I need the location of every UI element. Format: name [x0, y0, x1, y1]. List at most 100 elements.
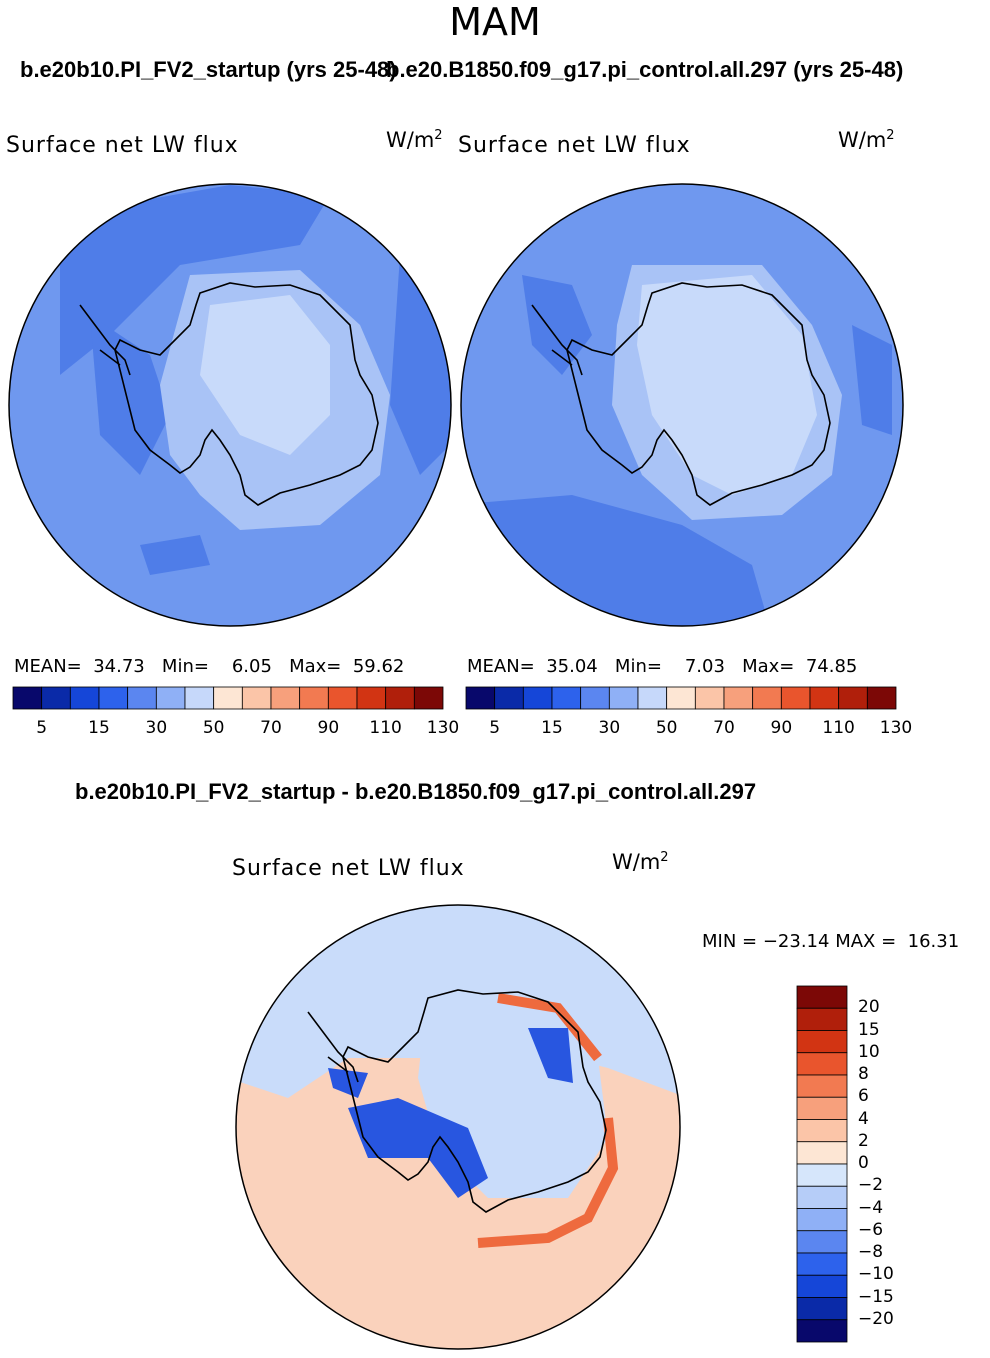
colorbar-tick-label: 50: [202, 718, 225, 738]
map-panel-diff: [235, 904, 681, 1350]
colorbar-swatch: [270, 686, 301, 710]
map-peninsula: [307, 1011, 359, 1083]
colorbar-tick-label: 10: [858, 1041, 880, 1062]
colorbar-swatch: [465, 686, 496, 710]
map-coastline: [566, 282, 831, 506]
colorbar-panel-2-ticks: 5 15 30 50 70 90 110 130: [465, 718, 912, 740]
colorbar-tick-label: −6: [858, 1219, 884, 1240]
colorbar-tick-label: −20: [858, 1308, 894, 1329]
diff-title: b.e20b10.PI_FV2_startup - b.e20.B1850.f0…: [75, 779, 757, 804]
panel-2-variable-label: Surface net LW flux: [458, 133, 691, 158]
colorbar-swatch: [299, 686, 329, 710]
colorbar-swatch: [127, 686, 157, 710]
colorbar-swatch: [780, 686, 811, 710]
colorbar-swatch: [385, 686, 415, 710]
panel-1-variable-label: Surface net LW flux: [6, 133, 239, 158]
map-pale-region: [200, 295, 330, 455]
colorbar-tick-label: 30: [598, 718, 621, 738]
colorbar-swatch: [327, 686, 358, 710]
colorbar-tick-label: 90: [770, 718, 793, 738]
colorbar-swatch: [796, 1252, 848, 1276]
colorbar-swatch: [866, 686, 897, 710]
map-panel-2: [460, 183, 904, 627]
colorbar-swatch: [796, 1319, 848, 1343]
colorbar-swatch: [213, 686, 243, 710]
colorbar-swatch: [98, 686, 129, 710]
colorbar-swatch: [580, 686, 610, 710]
map-coastline: [342, 989, 607, 1213]
colorbar-tick-label: 4: [858, 1108, 869, 1129]
colorbar-swatch: [796, 1185, 848, 1209]
colorbar-tick-label: −10: [858, 1264, 894, 1285]
colorbar-tick-label: 30: [145, 718, 168, 738]
colorbar-swatch: [723, 686, 754, 710]
map-pale-region: [637, 275, 817, 495]
colorbar-tick-label: 110: [822, 718, 855, 738]
colorbar-swatch: [796, 1208, 848, 1232]
colorbar-tick-label: −2: [858, 1175, 884, 1196]
colorbar-tick-label: 50: [655, 718, 678, 738]
colorbar-panel-1: [12, 686, 444, 710]
colorbar-tick-label: 90: [317, 718, 340, 738]
colorbar-swatch: [41, 686, 71, 710]
colorbar-swatch: [809, 686, 840, 710]
colorbar-swatch: [752, 686, 782, 710]
colorbar-swatch: [356, 686, 387, 710]
colorbar-tick-label: 15: [88, 718, 110, 738]
panel-1-stats: MEAN= 34.73 Min= 6.05 Max= 59.62: [14, 656, 405, 677]
colorbar-swatch: [796, 1007, 848, 1031]
colorbar-tick-label: 110: [369, 718, 402, 738]
colorbar-swatch: [241, 686, 272, 710]
colorbar-tick-label: −8: [858, 1242, 884, 1262]
season-title: MAM: [449, 0, 541, 44]
colorbar-tick-label: 0: [858, 1153, 869, 1173]
panel-1-case-title: b.e20b10.PI_FV2_startup (yrs 25-48): [20, 57, 397, 82]
colorbar-swatch: [413, 686, 444, 710]
colorbar-swatch: [551, 686, 582, 710]
colorbar-swatch: [796, 1030, 848, 1054]
colorbar-panel-2: [465, 686, 897, 710]
map-dark-ocean-region: [852, 325, 892, 435]
colorbar-tick-label: 8: [858, 1064, 869, 1084]
colorbar-diff: [796, 985, 848, 1343]
diff-minmax: MIN = −23.14 MAX = 16.31: [702, 931, 960, 952]
map-coastline: [114, 282, 379, 506]
colorbar-swatch: [666, 686, 696, 710]
map-dark-ocean-region: [140, 535, 210, 575]
colorbar-swatch: [69, 686, 100, 710]
colorbar-tick-label: 5: [489, 718, 501, 738]
colorbar-swatch: [796, 1163, 848, 1187]
colorbar-tick-label: −15: [858, 1286, 894, 1307]
colorbar-swatch: [796, 1096, 848, 1120]
colorbar-panel-1-ticks: 5 15 30 50 70 90 110 130: [12, 718, 459, 740]
colorbar-swatch: [694, 686, 725, 710]
map-warm-band: [477, 993, 619, 1248]
colorbar-tick-label: 130: [426, 718, 460, 738]
colorbar-swatch: [796, 1274, 848, 1298]
colorbar-tick-label: 5: [36, 718, 48, 738]
map-dark-ocean-region: [60, 185, 330, 375]
colorbar-tick-label: 70: [260, 718, 282, 738]
colorbar-tick-label: 20: [858, 997, 880, 1018]
colorbar-tick-label: 15: [858, 1019, 880, 1040]
colorbar-swatch: [796, 1297, 848, 1321]
colorbar-tick-label: 130: [879, 718, 913, 738]
panel-1-units-label: W/m2: [386, 128, 443, 152]
map-blue-region: [528, 1028, 573, 1083]
colorbar-swatch: [608, 686, 639, 710]
colorbar-swatch: [796, 1074, 848, 1098]
colorbar-tick-label: −4: [858, 1197, 884, 1218]
map-panel-1: [8, 183, 452, 627]
panel-2-units-label: W/m2: [838, 128, 895, 152]
colorbar-swatch: [155, 686, 186, 710]
panel-2-case-title: b.e20.B1850.f09_g17.pi_control.all.297 (…: [386, 57, 904, 82]
colorbar-swatch: [522, 686, 553, 710]
colorbar-swatch: [838, 686, 868, 710]
colorbar-swatch: [796, 1141, 848, 1165]
colorbar-swatch: [796, 985, 848, 1009]
colorbar-swatch: [796, 1119, 848, 1143]
colorbar-diff-ticks: 20 15 10 8 6 4 2 0 −2 −4 −6 −8 −10 −15 −20: [858, 985, 918, 1343]
diff-units-label: W/m2: [612, 850, 669, 874]
colorbar-swatch: [637, 686, 668, 710]
colorbar-swatch: [184, 686, 215, 710]
